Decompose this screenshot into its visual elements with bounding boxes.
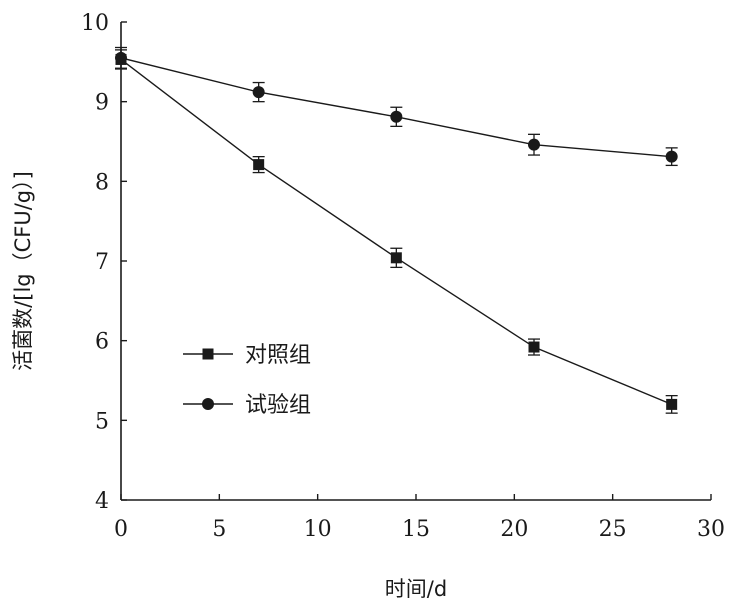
legend-item-1: 对照组 xyxy=(183,343,311,368)
data-point xyxy=(253,159,265,171)
plot-area xyxy=(115,46,678,414)
y-tick-label: 9 xyxy=(95,91,109,116)
y-tick-label: 4 xyxy=(95,489,109,514)
data-point xyxy=(390,252,402,264)
data-point xyxy=(528,138,540,151)
data-point xyxy=(115,51,127,64)
data-point xyxy=(252,86,265,99)
y-tick-label: 8 xyxy=(95,170,109,195)
x-tick-label: 15 xyxy=(402,517,430,542)
legend-label: 对照组 xyxy=(245,343,311,368)
x-tick-label: 25 xyxy=(599,517,627,542)
legend-item-2: 试验组 xyxy=(183,393,311,418)
data-point xyxy=(528,341,540,353)
data-point xyxy=(665,150,678,163)
axes: 0 5 10 15 20 25 30 4 5 6 7 8 9 10 xyxy=(81,11,725,542)
legend-marker xyxy=(202,348,214,360)
y-tick-label: 5 xyxy=(95,409,109,434)
legend-marker xyxy=(202,398,214,410)
data-point xyxy=(666,398,678,410)
legend-label: 试验组 xyxy=(245,393,311,418)
x-tick-label: 0 xyxy=(114,517,128,542)
x-tick-label: 30 xyxy=(697,517,725,542)
y-axis-title: 活菌数/[lg（CFU/g）] xyxy=(11,171,35,371)
series-1 xyxy=(115,49,678,414)
x-tick-label: 5 xyxy=(212,517,226,542)
x-tick-label: 10 xyxy=(304,517,332,542)
series-2 xyxy=(115,46,678,167)
data-point xyxy=(390,110,403,123)
x-axis-title: 时间/d xyxy=(385,577,447,601)
y-tick-label: 7 xyxy=(95,250,109,275)
x-tick-label: 20 xyxy=(500,517,528,542)
y-tick-label: 10 xyxy=(81,11,109,36)
y-tick-label: 6 xyxy=(95,330,109,355)
